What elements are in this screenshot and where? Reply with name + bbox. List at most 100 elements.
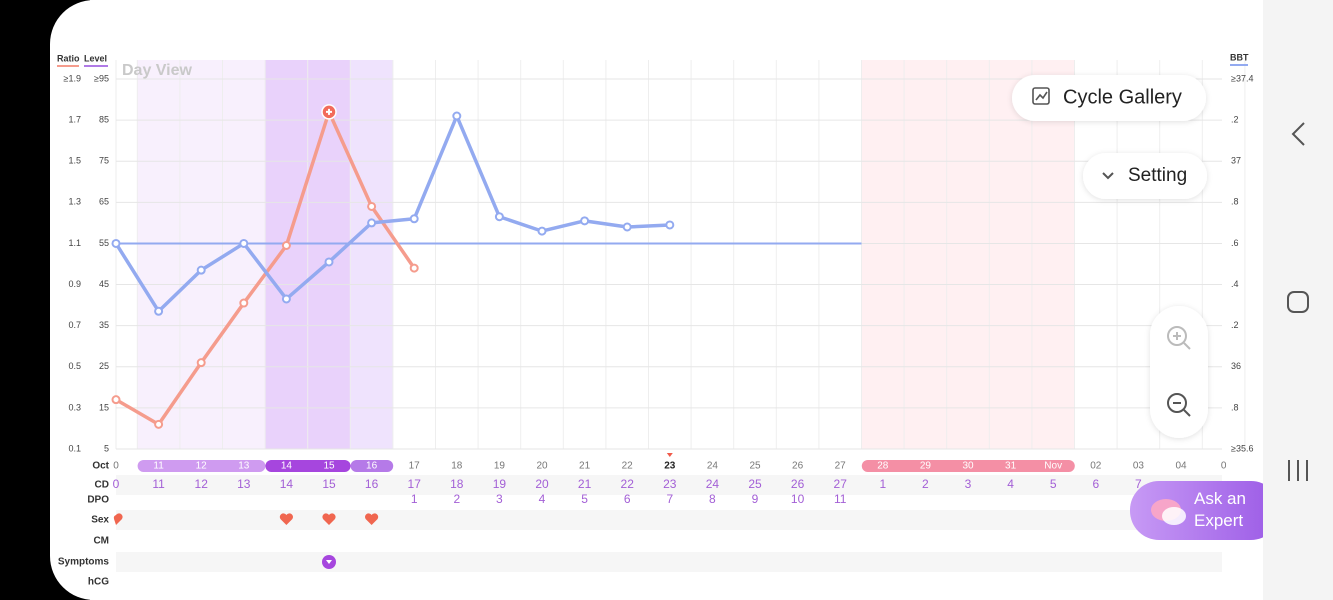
date-label: 14 — [281, 461, 293, 472]
legend-ratio: Ratio — [57, 53, 80, 63]
cd-label: 12 — [195, 477, 209, 491]
dpo-label: 2 — [453, 492, 460, 506]
bbt-tick-label: .2 — [1231, 114, 1239, 124]
date-label: 03 — [1133, 461, 1145, 472]
bbt-tick-label: .6 — [1231, 238, 1239, 248]
legend-swatch — [1230, 64, 1248, 66]
cd-label: 19 — [493, 477, 507, 491]
today-marker — [666, 453, 673, 457]
level-tick-label: ≥95 — [94, 73, 109, 83]
date-label: 11 — [153, 461, 164, 472]
date-label: 17 — [409, 461, 421, 472]
date-label: 0 — [1221, 461, 1227, 472]
date-pill — [350, 460, 394, 472]
dpo-label: 10 — [791, 492, 805, 506]
ask-expert-button[interactable] — [1130, 481, 1280, 540]
level-tick-label: 15 — [99, 402, 109, 412]
dpo-label: 5 — [581, 492, 588, 506]
row-label: DPO — [87, 495, 109, 506]
data-point — [537, 226, 547, 236]
cd-label: 27 — [834, 477, 848, 491]
sex-icon — [279, 513, 294, 525]
back-button[interactable] — [1291, 122, 1305, 146]
data-point — [154, 306, 164, 316]
button-bg[interactable] — [1012, 75, 1206, 121]
cd-label: 15 — [322, 477, 336, 491]
data-point — [409, 263, 419, 273]
ratio-tick-label: 0.1 — [68, 443, 81, 453]
date-label: 18 — [451, 461, 463, 472]
data-point — [452, 111, 462, 121]
cycle-gallery-button[interactable]: Cycle Gallery — [1012, 75, 1206, 121]
sex-icon — [113, 513, 123, 525]
ratio-tick-label: 1.3 — [68, 197, 81, 207]
button-bg[interactable] — [1130, 481, 1280, 540]
sex-icon — [322, 513, 336, 525]
button-label[interactable]: Setting — [1128, 165, 1187, 186]
cd-label: 13 — [237, 477, 251, 491]
zoom-out-button[interactable] — [1167, 393, 1191, 417]
phase-band — [861, 60, 1075, 449]
series-line — [114, 114, 670, 314]
bbt-tick-label: ≥37.4 — [1231, 73, 1253, 83]
cd-label: 20 — [535, 477, 549, 491]
row-label: CM — [93, 536, 109, 547]
chevron-icon — [1102, 172, 1114, 180]
row-bg — [116, 510, 1222, 530]
button-label[interactable]: Cycle Gallery — [1063, 86, 1182, 108]
ratio-tick-label: 0.7 — [68, 320, 81, 330]
dpo-label: 7 — [666, 492, 673, 506]
data-point — [409, 214, 419, 224]
data-point — [494, 212, 504, 222]
data-point — [665, 220, 675, 230]
zoom-in-button[interactable] — [1167, 326, 1191, 350]
cd-label: 11 — [152, 477, 165, 491]
level-tick-label: 75 — [99, 156, 109, 166]
series-line — [115, 110, 416, 427]
cd-label: 24 — [706, 477, 720, 491]
data-point — [196, 265, 206, 275]
peak-plus — [326, 108, 332, 115]
date-label: 27 — [835, 461, 847, 472]
button-bg[interactable] — [1083, 153, 1207, 199]
home-button[interactable] — [1287, 291, 1309, 313]
ratio-tick-label: 0.3 — [68, 402, 81, 412]
cd-label: 21 — [578, 477, 592, 491]
date-label: 25 — [749, 461, 761, 472]
setting-button[interactable]: Setting — [1083, 153, 1207, 199]
ratio-tick-label: 1.5 — [68, 156, 81, 166]
cd-label: 2 — [922, 477, 929, 491]
dpo-label: 1 — [411, 492, 418, 506]
chat-icon — [1162, 507, 1186, 525]
data-point — [580, 216, 590, 226]
nav-bar — [1263, 0, 1333, 600]
row-bg — [116, 552, 1222, 572]
cd-label: 6 — [1092, 477, 1099, 491]
date-pill — [861, 460, 1075, 472]
level-tick-label: 35 — [99, 320, 109, 330]
level-tick-label: 45 — [99, 279, 109, 289]
button-label[interactable]: Ask an Expert — [1194, 489, 1246, 530]
cd-label: 5 — [1050, 477, 1057, 491]
data-point — [111, 238, 121, 248]
date-label: 04 — [1175, 461, 1187, 472]
dpo-label: 4 — [539, 492, 546, 506]
level-tick-label: 25 — [99, 361, 109, 371]
data-point — [239, 238, 249, 248]
cd-label: 25 — [748, 477, 762, 491]
row-label: CD — [95, 480, 109, 491]
cd-label: 17 — [408, 477, 422, 491]
bbt-tick-label: 37 — [1231, 156, 1241, 166]
cd-label: 22 — [621, 477, 635, 491]
phase-band — [350, 60, 393, 449]
data-point — [239, 298, 249, 308]
date-pill — [137, 460, 266, 472]
recents-button[interactable] — [1288, 460, 1308, 481]
date-label: 15 — [323, 461, 335, 472]
ratio-tick-label: 1.1 — [68, 238, 81, 248]
ratio-tick-label: ≥1.9 — [64, 73, 81, 83]
date-label: 20 — [536, 461, 548, 472]
date-label: Nov — [1044, 461, 1062, 472]
